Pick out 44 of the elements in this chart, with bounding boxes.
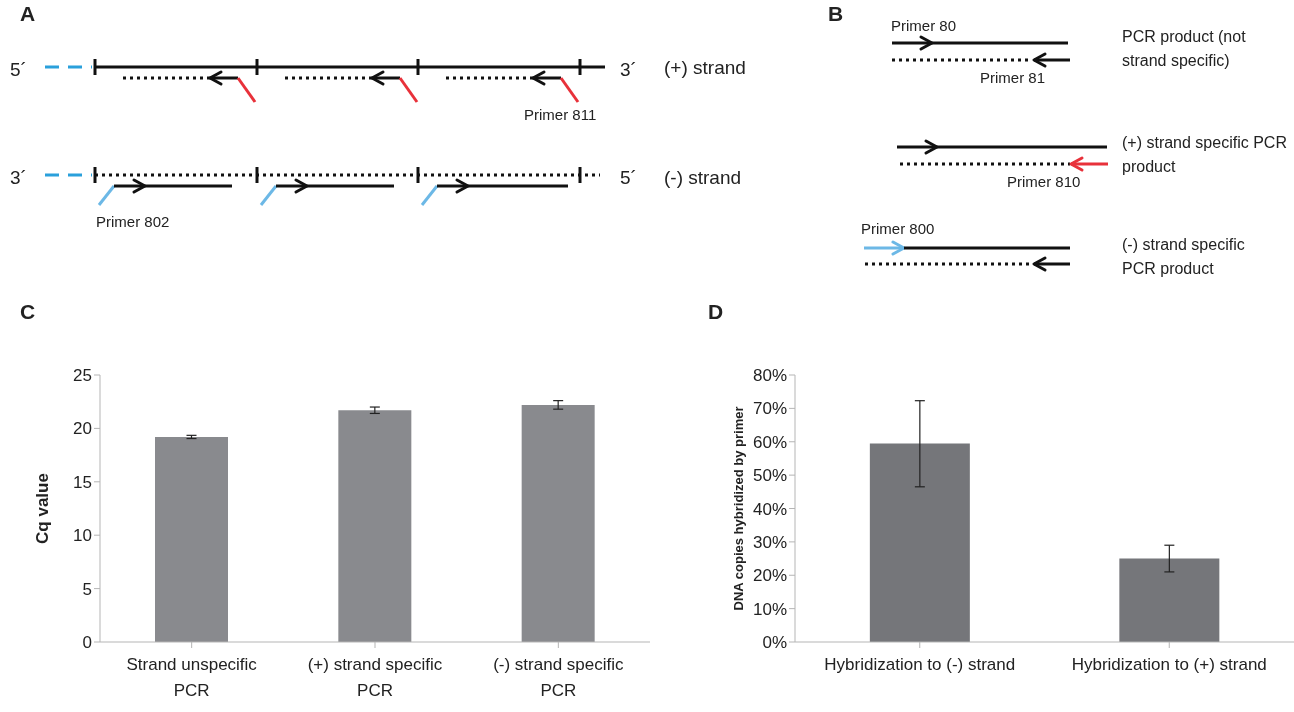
x-tick-label: (-) strand specific PCR [493, 655, 625, 701]
text: Primer 811 [524, 105, 597, 125]
y-tick-label: 0 [82, 633, 92, 653]
chart-title: C [20, 300, 36, 324]
text: (+) strand [664, 56, 746, 80]
y-tick-label: 15 [73, 472, 92, 492]
y-tick-label: 5 [82, 579, 92, 599]
y-tick-label: 20 [73, 419, 92, 439]
text: A [20, 2, 36, 26]
x-tick-label: Hybridization to (+) strand [1071, 655, 1267, 675]
text: 5´ [10, 58, 27, 82]
x-tick-label: Strand unspecific PCR [126, 655, 258, 701]
y-tick-label: 10% [752, 599, 787, 619]
y-tick-label: 40% [752, 499, 787, 519]
y-tick-label: 50% [752, 466, 787, 486]
bar [521, 404, 595, 642]
y-tick-label: 70% [752, 399, 787, 419]
text: Primer 80 [891, 16, 957, 36]
y-tick-label: 60% [752, 432, 787, 452]
y-tick-label: 25 [73, 366, 92, 386]
y-tick-label: 0% [762, 633, 787, 653]
text: PCR product (not strand specific) [1122, 27, 1247, 71]
bar [338, 410, 412, 642]
text: 5´ [620, 166, 637, 190]
y-tick-label: 30% [752, 532, 787, 552]
text: B [828, 2, 844, 26]
text: (-) strand specific PCR product [1122, 235, 1246, 279]
chart-title: D [708, 300, 724, 324]
x-tick-label: (+) strand specific PCR [307, 655, 443, 701]
y-tick-label: 20% [752, 566, 787, 586]
text: Primer 81 [980, 68, 1046, 88]
text: 3´ [10, 166, 27, 190]
text: (+) strand specific PCR product [1122, 133, 1288, 177]
y-tick-label: 80% [752, 366, 787, 386]
text: Primer 802 [96, 212, 170, 232]
text: 3´ [620, 58, 637, 82]
text: (-) strand [664, 166, 742, 190]
text: Primer 810 [1007, 172, 1081, 192]
y-tick-label: 10 [73, 526, 92, 546]
y-axis-title: Cq value [32, 473, 52, 544]
y-axis-title: DNA copies hybridized by primer [730, 406, 746, 611]
x-tick-label: Hybridization to (-) strand [824, 655, 1016, 675]
bar [155, 436, 228, 642]
text: Primer 800 [861, 219, 935, 239]
